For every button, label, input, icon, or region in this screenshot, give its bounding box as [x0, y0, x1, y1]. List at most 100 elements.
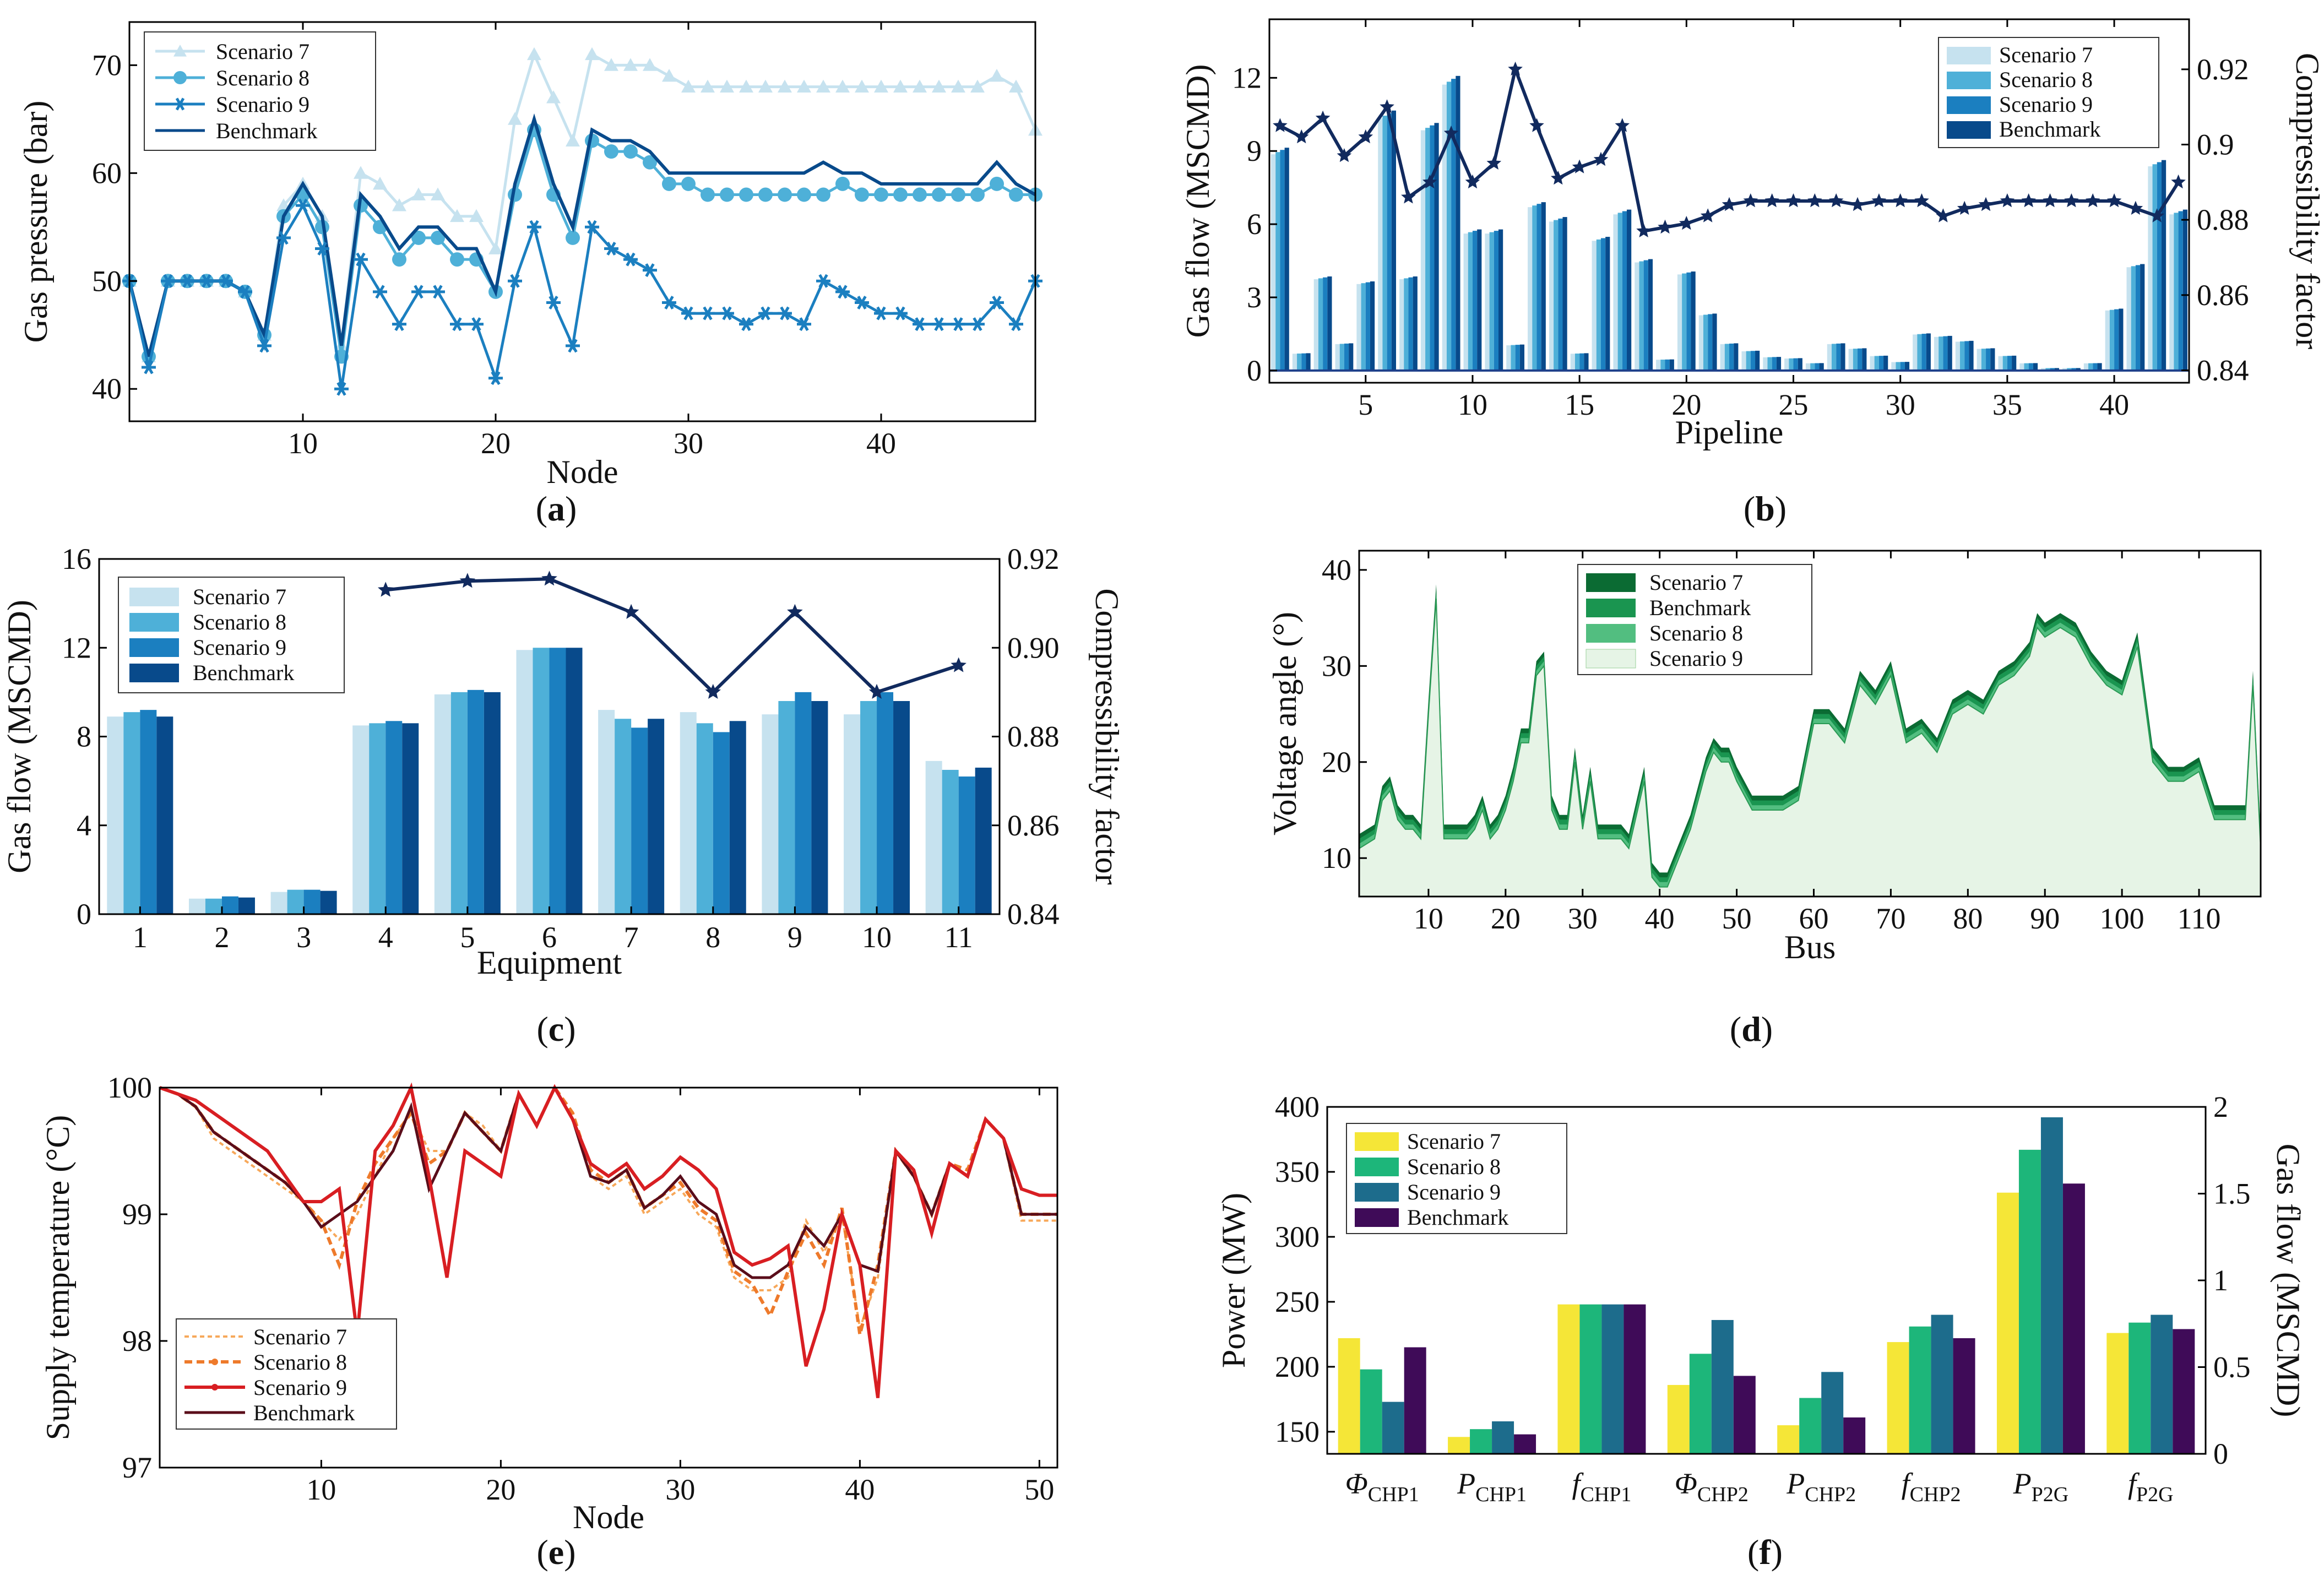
bar-24-series-4	[1776, 357, 1782, 371]
bar-34-series-2	[1981, 349, 1986, 371]
bar-16-series-1	[1592, 241, 1597, 371]
bar-32-series-4	[1947, 335, 1952, 371]
legend-swatch	[1947, 96, 1991, 114]
bar-2-benchmark	[238, 897, 255, 914]
caption-open: (	[1744, 489, 1755, 528]
caption-close: )	[1775, 489, 1787, 528]
bar-PCHP2-scenario-8	[1799, 1398, 1822, 1454]
x-category-label: PP2G	[2013, 1467, 2069, 1506]
area-layer-scenario-9	[1359, 599, 2261, 897]
bar-11-scenario-9	[958, 776, 975, 914]
bar-6-series-1	[1378, 118, 1383, 371]
bar-14-series-2	[1554, 220, 1559, 371]
bar-6-series-4	[1391, 110, 1397, 371]
caption-open: (	[536, 1533, 548, 1572]
asterisk-marker	[259, 339, 269, 353]
bar-4-series-3	[1344, 343, 1349, 371]
y-tick-label: 0	[77, 898, 91, 931]
legend-swatch	[1947, 121, 1991, 139]
y-axis-label: Gas flow (MSCMD)	[1, 600, 37, 873]
legend-label: Benchmark	[1999, 117, 2100, 142]
bar-26-series-1	[1805, 363, 1811, 371]
bar-1-series-2	[1275, 152, 1280, 371]
bar-3-scenario-9	[303, 889, 321, 914]
bar-39-series-3	[2093, 363, 2098, 371]
bar-11-scenario-7	[925, 761, 942, 914]
bar-32-series-2	[1939, 336, 1943, 371]
y-axis-label: Voltage angle (°)	[1267, 612, 1303, 835]
circle-marker	[431, 230, 445, 245]
triangle-marker	[623, 58, 638, 71]
bar-26-series-4	[1819, 363, 1824, 371]
bar-24-series-2	[1767, 357, 1772, 371]
bar-fCHP1-scenario-9	[1601, 1304, 1624, 1454]
bar-8-scenario-9	[713, 732, 730, 914]
bar-30-series-4	[1904, 362, 1910, 371]
bar-8-benchmark	[729, 721, 746, 914]
circle-marker	[450, 252, 464, 267]
bar-15-series-1	[1570, 354, 1575, 371]
plot-frame	[1268, 18, 2190, 384]
asterisk-marker	[626, 252, 636, 267]
bar-4-series-1	[1335, 344, 1340, 371]
bar-7-scenario-7	[598, 710, 615, 914]
legend-label: Scenario 8	[1999, 67, 2093, 92]
asterisk-marker	[317, 241, 327, 256]
asterisk-marker	[645, 263, 655, 278]
panel-e-supply-temperature: 10 20 30 40 50 97 98 99 100 Node Supply temperatur…	[40, 1071, 1058, 1572]
panel-c-equipment-gas-flow: 1 2 3 4 5 6 7 8 9 10 1104812160.840.860.880.900.92…	[1, 542, 1125, 1049]
y-tick-label: 12	[62, 631, 91, 664]
bar-42-series-3	[2157, 162, 2162, 371]
triangle-marker	[566, 133, 580, 146]
bar-18-series-1	[1635, 262, 1639, 371]
circle-marker	[835, 176, 850, 191]
triangle-marker	[469, 209, 484, 222]
asterisk-marker	[163, 274, 173, 288]
asterisk-marker	[799, 317, 809, 332]
y-axis-label: Power (MW)	[1215, 1193, 1252, 1368]
legend-label: Scenario 7	[193, 584, 286, 609]
panel-f-power-gas-flow: ΦCHP1 PCHP1 fCHP1 ΦCHP2 PCHP2 fCHP2 PP2G fP2G15…	[1215, 1090, 2306, 1572]
asterisk-marker	[175, 97, 185, 111]
asterisk-marker	[491, 371, 501, 385]
bar-22-series-4	[1734, 343, 1739, 371]
bar-31-series-3	[1921, 334, 1926, 371]
star-marker	[1828, 193, 1844, 208]
bar-9-series-4	[1456, 75, 1460, 371]
category-symbol: P	[1457, 1467, 1475, 1500]
bar-1-scenario-8	[123, 712, 140, 914]
bar-PCHP1-scenario-8	[1470, 1429, 1492, 1454]
bar-6-series-3	[1387, 113, 1392, 371]
x-tick-label: 40	[845, 1473, 875, 1506]
asterisk-marker	[1011, 317, 1021, 332]
bar-35-series-3	[2007, 356, 2012, 371]
legend-swatch	[1355, 1132, 1399, 1151]
x-tick-label: 40	[1645, 902, 1675, 935]
y2-tick-label: 2	[2213, 1090, 2228, 1123]
bar-2-scenario-9	[221, 896, 238, 914]
bar-fCHP2-benchmark	[1953, 1338, 1975, 1454]
category-subscript: P2G	[2032, 1483, 2069, 1506]
x-tick-label: 6	[542, 921, 557, 954]
y2-tick-label: 0.84	[2197, 354, 2249, 387]
caption-close: )	[1761, 1009, 1773, 1049]
star-marker	[2064, 193, 2079, 208]
y2-tick-label: 0.92	[1007, 542, 1060, 575]
bar-21-series-1	[1698, 315, 1703, 371]
bar-42-series-2	[2152, 164, 2157, 371]
bar-fP2G-benchmark	[2173, 1329, 2195, 1454]
x-tick-label: 15	[1565, 388, 1594, 421]
bar-4-series-2	[1339, 344, 1344, 371]
x-tick-label: 30	[1886, 388, 1915, 421]
bar-31-series-4	[1926, 333, 1931, 371]
bar-38-series-2	[2067, 368, 2072, 371]
bar-41-series-4	[2140, 264, 2145, 371]
asterisk-marker	[953, 317, 963, 332]
bar-33-series-2	[1960, 341, 1965, 371]
asterisk-marker	[279, 231, 289, 245]
y2-tick-label: 0.9	[2197, 128, 2234, 161]
star-marker	[1358, 129, 1373, 144]
bar-11-scenario-8	[942, 769, 959, 914]
asterisk-marker	[144, 360, 154, 374]
